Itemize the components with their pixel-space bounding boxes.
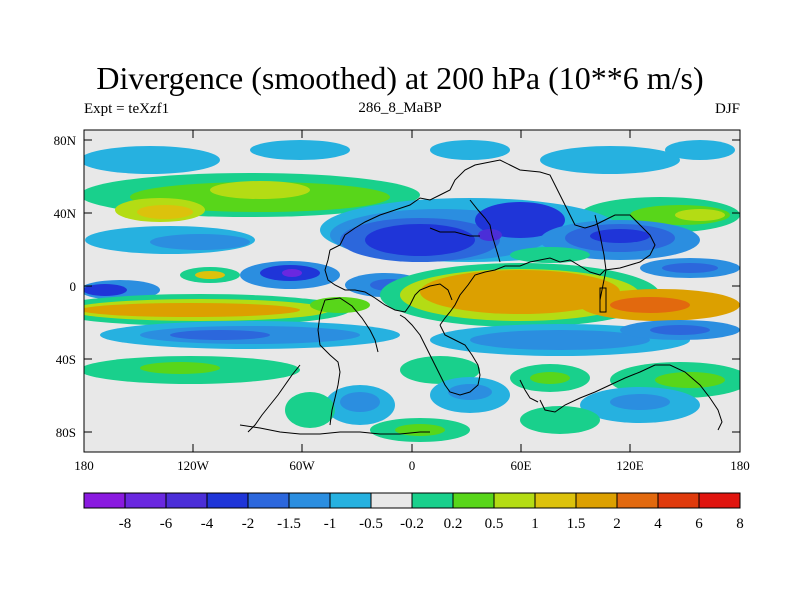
colorbar-swatch bbox=[534, 492, 577, 509]
lat-label-40n: 40N bbox=[54, 206, 77, 221]
lon-label-180w: 180 bbox=[74, 458, 94, 473]
axis-ticks bbox=[83, 130, 741, 452]
colorbar-swatch bbox=[411, 492, 454, 509]
colorbar-swatch bbox=[288, 492, 331, 509]
figure-title: Divergence (smoothed) at 200 hPa (10**6 … bbox=[96, 60, 704, 96]
colorbar-label: -0.2 bbox=[400, 516, 424, 532]
colorbar-label: 1.5 bbox=[567, 516, 586, 532]
colorbar-swatch bbox=[247, 492, 290, 509]
colorbar-label: 0.2 bbox=[444, 516, 463, 532]
colorbar-label: -1.5 bbox=[277, 516, 301, 532]
experiment-label: Expt = teXzf1 bbox=[84, 101, 170, 117]
colorbar: -8 -6 -4 -2 -1.5 -1 -0.5 -0.2 0.2 0.5 1 1.5 2 4 6 8 bbox=[83, 492, 744, 532]
colorbar-swatch bbox=[83, 492, 126, 509]
colorbar-swatch bbox=[698, 492, 741, 509]
lat-label-80n: 80N bbox=[54, 133, 77, 148]
lat-label-80s: 80S bbox=[56, 425, 76, 440]
lon-label-60w: 60W bbox=[289, 458, 315, 473]
colorbar-label: 8 bbox=[736, 516, 744, 532]
divergence-field bbox=[84, 140, 740, 442]
colorbar-swatch bbox=[206, 492, 249, 509]
colorbar-label: -2 bbox=[242, 516, 255, 532]
colorbar-label: 1 bbox=[531, 516, 539, 532]
lon-label-0: 0 bbox=[409, 458, 416, 473]
colorbar-swatch bbox=[616, 492, 659, 509]
colorbar-swatch bbox=[452, 492, 495, 509]
colorbar-swatch bbox=[493, 492, 536, 509]
colorbar-label: 2 bbox=[613, 516, 621, 532]
colorbar-label: 4 bbox=[654, 516, 662, 532]
colorbar-swatch bbox=[657, 492, 700, 509]
lon-label-60e: 60E bbox=[511, 458, 532, 473]
colorbar-label: -0.5 bbox=[359, 516, 383, 532]
colorbar-label: 0.5 bbox=[485, 516, 504, 532]
colorbar-swatch bbox=[329, 492, 372, 509]
colorbar-swatch bbox=[165, 492, 208, 509]
coastlines bbox=[239, 159, 723, 435]
colorbar-label: -6 bbox=[160, 516, 173, 532]
lat-label-0: 0 bbox=[70, 279, 77, 294]
lat-label-40s: 40S bbox=[56, 352, 76, 367]
colorbar-label: -4 bbox=[201, 516, 214, 532]
season-label: DJF bbox=[714, 101, 740, 117]
colorbar-label: -8 bbox=[119, 516, 132, 532]
period-label: 286_8_MaBP bbox=[358, 100, 442, 116]
lon-label-180e: 180 bbox=[730, 458, 750, 473]
colorbar-label: -1 bbox=[324, 516, 337, 532]
colorbar-swatch bbox=[575, 492, 618, 509]
colorbar-swatch bbox=[124, 492, 167, 509]
lon-label-120w: 120W bbox=[177, 458, 210, 473]
colorbar-label: 6 bbox=[695, 516, 703, 532]
colorbar-swatch bbox=[370, 492, 413, 509]
lon-label-120e: 120E bbox=[616, 458, 644, 473]
